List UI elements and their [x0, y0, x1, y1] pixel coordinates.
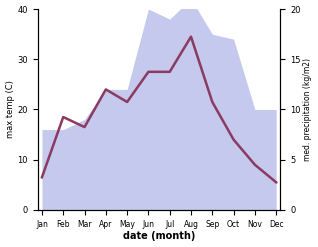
Y-axis label: med. precipitation (kg/m2): med. precipitation (kg/m2) — [303, 58, 313, 161]
Y-axis label: max temp (C): max temp (C) — [5, 81, 15, 138]
X-axis label: date (month): date (month) — [123, 231, 195, 242]
